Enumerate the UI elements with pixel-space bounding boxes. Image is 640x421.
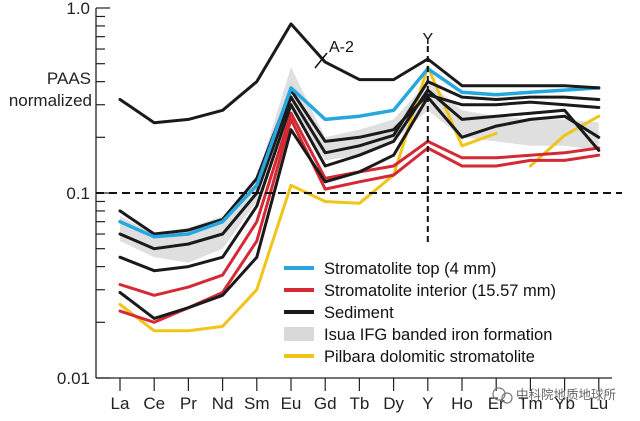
series-line [118,66,601,239]
x-tick-label: Tb [349,394,369,413]
x-tick-label: Lu [589,394,608,413]
x-tick-label: Sm [244,394,270,413]
y-tick-label: 0.1 [66,184,90,203]
legend-label: Stromatolite top (4 mm) [324,260,496,278]
legend-item: Isua IFG banded iron formation [284,326,552,344]
watermark: 中科院地质地球所 [492,387,616,404]
annotation-label: Y [422,31,433,48]
x-tick-label: Dy [383,394,404,413]
reference-lines [96,46,622,244]
legend-label: Isua IFG banded iron formation [324,326,552,344]
x-tick-label: Ho [451,394,473,413]
legend-item: Stromatolite top (4 mm) [284,260,496,278]
y-axis-label: PAAS [47,69,91,88]
x-tick-label: Er [488,394,505,413]
series-line [118,80,601,251]
annotation-label: A-2 [329,39,354,56]
x-tick-label: Tm [518,394,543,413]
series-line [118,22,601,125]
x-tick-label: Gd [314,394,337,413]
x-tick-label: La [111,394,130,413]
series-line [118,95,601,320]
x-tick-label: Yb [554,394,575,413]
y-axis-label: normalized [9,91,92,110]
x-tick-label: Pr [180,394,197,413]
legend-item: Stromatolite interior (15.57 mm) [284,282,556,300]
annotation-leader [314,52,328,69]
series-line [118,88,601,273]
legend: Stromatolite top (4 mm) Stromatolite inte… [284,260,556,366]
series-line [118,88,601,236]
legend-item: Sediment [284,304,394,322]
y-tick-label: 1.0 [66,0,90,18]
annotations: A-2 Y [314,31,433,69]
wechat-icon-bubble [501,392,513,404]
x-tick-label: Y [422,394,433,413]
legend-label: Pilbara dolomitic stromatolite [324,348,535,366]
x-tick-label: Ce [143,394,165,413]
x-tick-label: Eu [281,394,302,413]
legend-label: Sediment [324,304,394,322]
legend-item: Pilbara dolomitic stromatolite [284,348,535,366]
watermark-text: 中科院地质地球所 [516,387,616,402]
legend-label: Stromatolite interior (15.57 mm) [324,282,556,300]
legend-swatch [284,327,314,341]
x-tick-label: Nd [212,394,234,413]
y-tick-label: 0.01 [57,369,90,388]
wechat-icon [492,387,513,404]
